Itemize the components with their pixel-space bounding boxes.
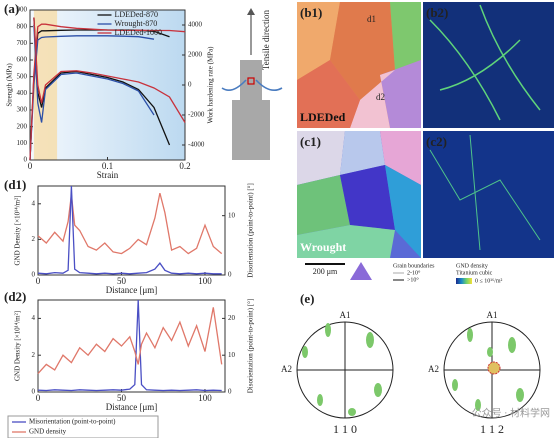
y-tick-label: 800 [17,22,28,30]
y-axis-label: GND Density [×10¹⁴/m²] [14,311,22,381]
series-line [37,299,222,392]
y-tick-label: 200 [17,122,28,130]
micrograph-b2 [423,2,554,128]
y-tick-label: 600 [17,56,28,64]
panel-label: (c2) [426,134,447,149]
x-tick-label: 0 [36,393,41,403]
watermark: 公众号 · 材料学网 [472,406,550,419]
legend-frame [7,415,159,438]
y-axis-label: GND Density [×10¹⁴/m²] [14,195,22,265]
y-tick-label: 4 [32,314,36,322]
sample-label: Wrought [300,240,346,254]
x-tick-label: 0 [36,276,41,286]
y2-axis-label: Disorientation (point-to-point) [°] [247,299,255,394]
plot-frame [37,185,226,276]
plot-frame [37,299,226,393]
series-line [29,35,155,161]
x-axis-label: Distance [μm] [106,402,158,412]
legend-label: LDEDed-870 [115,10,159,19]
panel-label: (e) [300,291,314,306]
legend-subtitle: Titanium cubic [456,270,493,276]
schematic-label: Tensile direction [261,9,271,70]
y2-tick-label: 2000 [188,51,203,59]
y2-tick-label: -2000 [188,111,205,119]
legend-title: GND density [456,263,488,269]
panel-label: (c1) [300,134,321,149]
gnd-bands [429,4,541,121]
x-tick-label: 50 [117,276,127,286]
gnd-boundaries [429,134,541,251]
y2-axis-label: Work hardening rate (MPa) [207,46,215,124]
point-label: d1 [367,14,376,24]
y-axis-label: Strength (MPa) [6,63,14,107]
y-tick-label: 100 [17,139,28,147]
y2-tick-label: 0 [228,271,232,279]
x-tick-label: 0 [28,161,33,171]
y-tick-label: 300 [17,106,28,114]
axis-label: A2 [281,364,292,374]
legend-label: >10° [407,276,419,283]
panel-label: (b2) [426,5,448,20]
axis-label: A1 [340,310,351,320]
x-tick-label: 100 [198,393,212,403]
micrograph-c2 [423,131,554,258]
micrograph-b1 [297,2,421,128]
colorbar-label: 0 ≤ 10¹⁶/m² [475,278,503,284]
x-tick-label: 100 [198,276,212,286]
x-axis-label: Distance [μm] [106,285,158,295]
y2-tick-label: 20 [228,314,236,322]
legend-title: Grain boundaries [393,263,435,269]
panel-label: (d2) [4,289,26,304]
scale-label: 200 μm [313,267,338,276]
legend-label: Misorientation (point-to-point) [29,418,116,426]
y-tick-label: 2 [32,351,36,359]
pole-label: 1 1 0 [333,422,357,436]
pole-figures [296,321,541,419]
y2-tick-label: 0 [188,81,192,89]
schematic: Tensile direction [221,8,283,160]
series-line [33,17,171,146]
series-line [37,307,223,375]
y2-tick-label: 4000 [188,21,203,29]
x-tick-label: 0.2 [179,161,190,171]
point-label: d2 [376,92,385,102]
x-tick-label: 0.1 [102,161,113,171]
series-line [33,17,186,123]
y-tick-label: 4 [32,199,36,207]
y-tick-label: 0 [32,271,36,279]
x-axis-label: Strain [97,170,119,180]
micrograph-c1 [297,131,421,258]
y-tick-label: 700 [17,39,28,47]
colorbar [456,278,472,284]
panel-label: (a) [4,1,19,16]
ipf-key [350,262,372,280]
axis-label: A1 [487,310,498,320]
series-line [29,23,186,161]
y-tick-label: 0 [32,388,36,396]
series-line [37,192,223,255]
y-tick-label: 500 [17,72,28,80]
legend-label: Wrought-870 [115,19,158,28]
legend-label: LDEDed-1000 [115,28,163,37]
panel-label: (b1) [300,5,322,20]
axis-label: A2 [428,364,439,374]
y2-tick-label: 0 [228,388,232,396]
y-tick-label: 2 [32,235,36,243]
x-tick-label: 50 [117,393,127,403]
y2-axis-label: Disorientation (point-to-point) [°] [247,183,255,278]
legend-label: GND density [29,428,67,436]
y2-tick-label: -4000 [188,141,205,149]
legend-label: 2-10° [407,269,421,276]
series-line [33,24,155,123]
y-tick-label: 0 [24,156,28,164]
pole-label: 1 1 2 [480,422,504,436]
series-line [37,185,222,275]
y2-tick-label: 10 [228,351,236,359]
y-tick-label: 900 [17,6,28,14]
y2-tick-label: 10 [228,211,236,219]
y-tick-label: 400 [17,89,28,97]
sample-label: LDEDed [300,110,346,124]
panel-label: (d1) [4,177,26,192]
